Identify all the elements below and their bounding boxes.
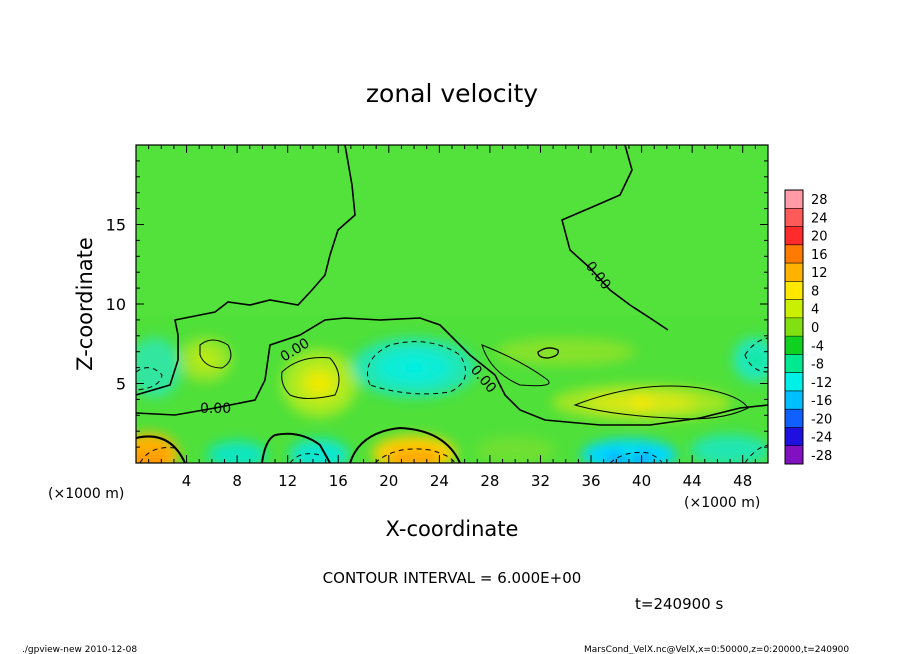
velocity-field	[136, 337, 768, 463]
x-tick-label: 36	[581, 472, 600, 490]
colorbar-label: -12	[811, 376, 832, 391]
time-text: t=240900 s	[635, 595, 723, 613]
chart-title: zonal velocity	[366, 79, 538, 108]
x-tick-label: 44	[683, 472, 702, 490]
zero-contour-upper-left	[136, 145, 356, 396]
colorbar-swatch	[785, 263, 803, 282]
field-blob	[475, 436, 556, 463]
field-minimum	[745, 352, 766, 367]
field-maximum	[631, 395, 652, 410]
colorbar-swatch	[785, 299, 803, 318]
y-tick-label: 5	[116, 375, 126, 394]
field-blob	[207, 441, 268, 463]
colorbar-swatch	[785, 281, 803, 300]
contour-thin-right	[573, 385, 749, 420]
field-blob	[690, 434, 768, 463]
x-tick-label: 20	[379, 472, 398, 490]
colorbar-label: -24	[811, 431, 832, 446]
contour-lower-loops	[136, 426, 461, 463]
colorbar-swatch	[785, 354, 803, 373]
x-tick-label: 12	[278, 472, 297, 490]
colorbar-swatch	[785, 390, 803, 410]
colorbar-label: 0	[811, 321, 819, 336]
zero-contour-right	[561, 145, 669, 331]
colorbar-swatch	[785, 445, 803, 464]
colorbar-swatch	[785, 190, 803, 209]
y-axis-label: Z-coordinate	[73, 237, 97, 371]
x-tick-label: 24	[430, 472, 449, 490]
colorbar-frame	[784, 189, 804, 465]
colorbar-swatch	[785, 226, 803, 245]
colorbar-swatch	[785, 244, 803, 264]
colorbar-label: 8	[811, 284, 819, 299]
field-maximum	[404, 446, 425, 461]
colorbar-label: 28	[811, 193, 828, 208]
y-tick-label: 15	[106, 216, 126, 235]
colorbar-swatch	[785, 409, 803, 428]
field-maximum	[138, 448, 159, 463]
field-blob	[289, 439, 350, 463]
x-tick-label: 28	[480, 472, 499, 490]
colorbar-label: -4	[811, 339, 824, 354]
plot-area: 0.00 0.00 0.00 0.00	[136, 145, 768, 463]
colorbar-label: -16	[811, 394, 832, 409]
x-axis-label: X-coordinate	[386, 517, 519, 541]
x-axis: 4 8 12 16 20 24 28 32 36 40 44 48	[135, 145, 769, 490]
contour-thin-left	[199, 339, 340, 399]
x-tick-label: 16	[329, 472, 348, 490]
field-minimum	[618, 448, 639, 463]
contour-thin-mid	[481, 344, 550, 387]
field-minimum	[404, 360, 425, 375]
x-tick-label: 40	[632, 472, 651, 490]
colorbar: 28 24 20 16 12 8 4 0 -4 -8 -12 -16 -20 -24 -28	[784, 189, 832, 465]
x-tick-label: 8	[232, 472, 242, 490]
colorbar-swatch	[785, 317, 803, 337]
footer-left: ./gpview-new 2010-12-08	[22, 645, 137, 654]
x-tick-label: 48	[733, 472, 752, 490]
dashed-contours	[136, 337, 768, 463]
colorbar-label: -20	[811, 412, 832, 427]
colorbar-swatch	[785, 427, 803, 446]
colorbar-label: 16	[811, 248, 828, 263]
x-tick-label: 32	[531, 472, 550, 490]
colorbar-label: -8	[811, 358, 824, 373]
colorbar-label: 12	[811, 266, 828, 281]
field-blob	[495, 337, 636, 366]
contour-label-1: 0.00	[200, 401, 231, 417]
zero-contour-left-lower	[136, 317, 768, 426]
colorbar-swatch	[785, 372, 803, 391]
contour-interval-text: CONTOUR INTERVAL = 6.000E+00	[323, 569, 582, 587]
colorbar-swatch	[785, 208, 803, 227]
contour-lines	[136, 145, 768, 463]
footer-right: MarsCond_VelX.nc@VelX,x=0:50000,z=0:2000…	[584, 645, 849, 654]
field-maximum	[309, 376, 330, 391]
field-blob	[136, 337, 181, 398]
x-unit-right: (×1000 m)	[684, 495, 760, 511]
y-axis: 5 10 15	[106, 144, 768, 464]
field-maximum	[195, 352, 216, 367]
colorbar-label: 20	[811, 230, 828, 245]
colorbar-swatch	[785, 336, 803, 355]
colorbar-label: 24	[811, 211, 828, 226]
colorbar-label: -28	[811, 449, 832, 464]
x-tick-label: 4	[182, 472, 192, 490]
y-tick-label: 10	[106, 295, 126, 314]
contour-small-loop	[537, 347, 559, 359]
colorbar-label: 4	[811, 303, 819, 318]
x-unit-left: (×1000 m)	[48, 486, 124, 502]
